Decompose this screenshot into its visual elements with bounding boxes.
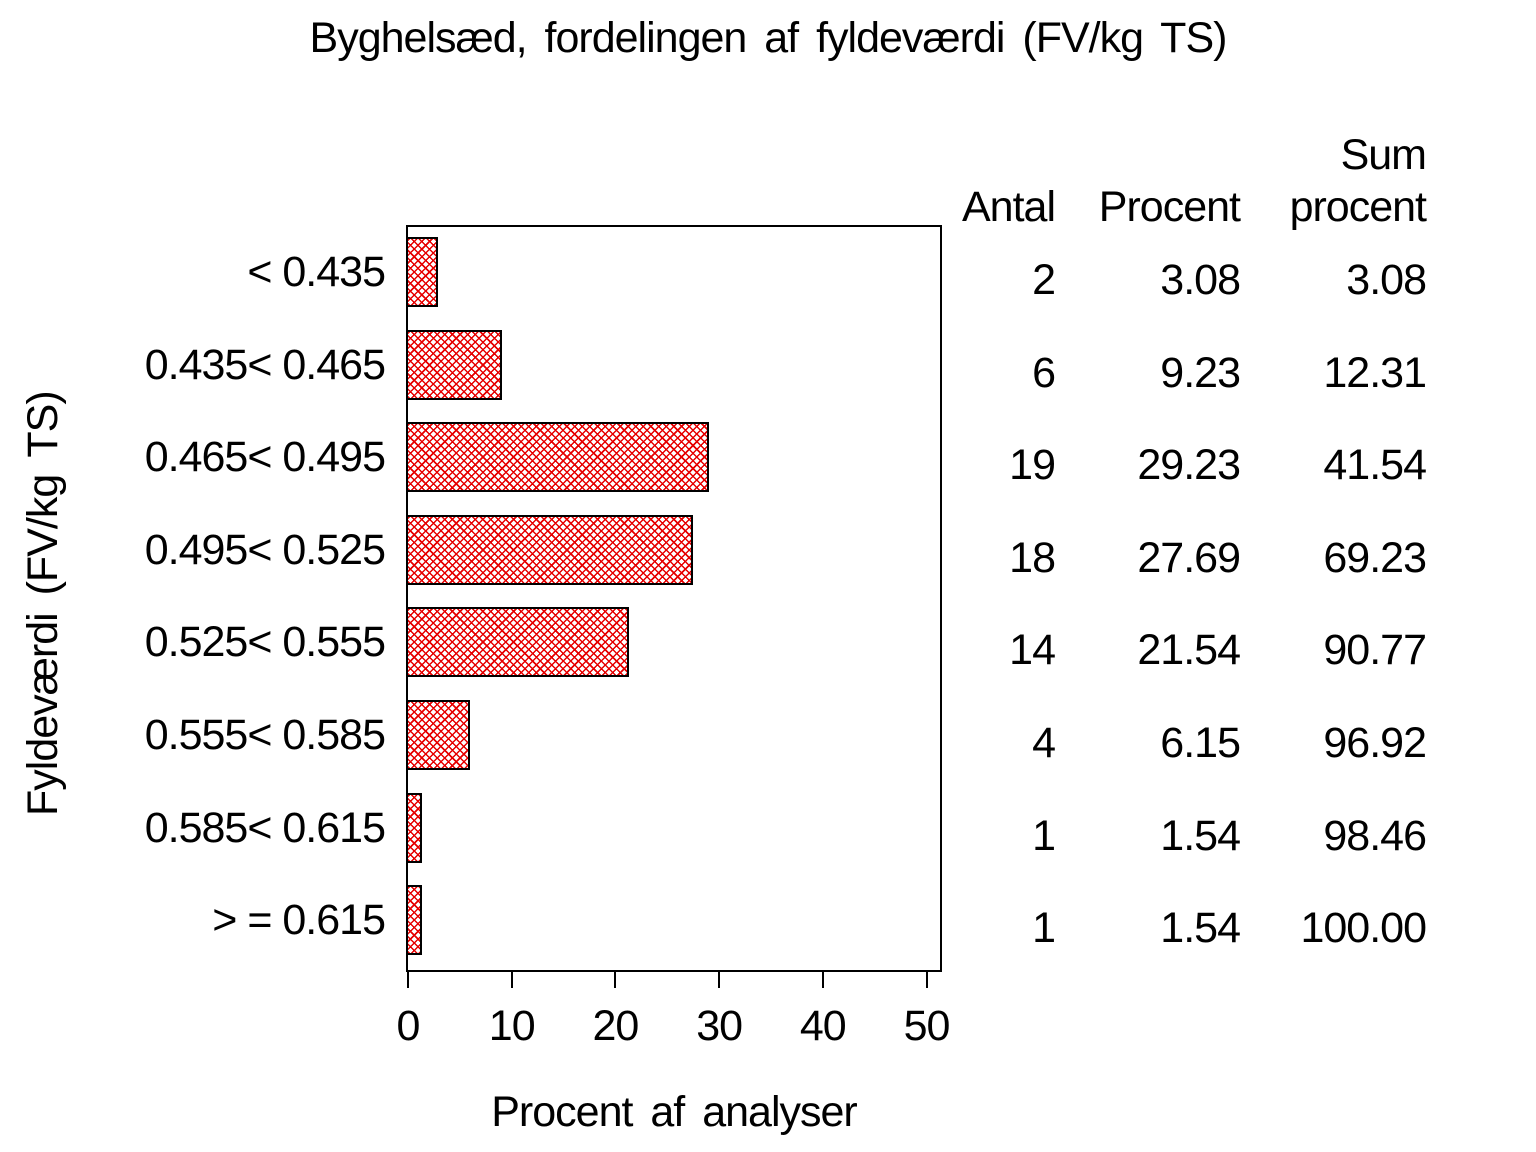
x-tick-mark-40 (821, 972, 824, 988)
table-cell-procent-row1: 9.23 (1160, 348, 1241, 397)
x-tick-mark-30 (718, 972, 721, 988)
table-header-procent: Procent (1098, 183, 1241, 231)
table-cell-sum_procent-row0: 3.08 (1346, 256, 1427, 304)
table-header-sum-line2: procent (1289, 183, 1427, 231)
table-cell-sum_procent-row3: 69.23 (1323, 533, 1427, 582)
table-cell-antal-row3: 18 (1009, 533, 1056, 582)
table-header-antal: Antal (961, 183, 1056, 231)
table-cell-sum_procent-row5: 96.92 (1323, 719, 1427, 767)
table-cell-procent-row4: 21.54 (1137, 626, 1241, 675)
x-tick-mark-0 (407, 972, 409, 988)
bar-1 (406, 329, 502, 400)
category-label-1: 0.435< 0.465 (144, 340, 386, 389)
y-axis-title: Fyldeværdi (FV/kg TS) (19, 391, 67, 817)
category-label-6: 0.585< 0.615 (144, 803, 386, 852)
bar-4 (406, 607, 629, 678)
category-label-2: 0.465< 0.495 (144, 433, 386, 482)
chart-title: Byghelsæd, fordelingen af fyldeværdi (FV… (309, 14, 1228, 62)
table-cell-antal-row2: 19 (1009, 441, 1056, 490)
plot-area (406, 225, 942, 972)
bar-5 (406, 700, 470, 770)
x-axis-title: Procent af analyser (491, 1088, 857, 1136)
x-tick-mark-50 (925, 972, 928, 988)
table-cell-sum_procent-row1: 12.31 (1323, 348, 1427, 397)
table-cell-antal-row4: 14 (1009, 626, 1056, 675)
x-tick-label-30: 30 (696, 1002, 743, 1050)
bar-0 (406, 237, 438, 307)
table-cell-procent-row7: 1.54 (1160, 904, 1241, 953)
x-tick-label-20: 20 (592, 1002, 639, 1050)
x-tick-mark-20 (614, 972, 617, 988)
category-label-4: 0.525< 0.555 (144, 618, 386, 667)
category-label-5: 0.555< 0.585 (144, 711, 386, 759)
table-cell-sum_procent-row6: 98.46 (1323, 811, 1427, 860)
category-label-7: > = 0.615 (212, 896, 386, 945)
table-cell-sum_procent-row7: 100.00 (1300, 904, 1427, 953)
bar-3 (406, 514, 693, 585)
table-cell-procent-row6: 1.54 (1160, 811, 1241, 860)
x-tick-label-10: 10 (488, 1002, 536, 1050)
table-cell-antal-row5: 4 (1032, 719, 1056, 767)
bar-6 (406, 792, 422, 863)
x-tick-label-50: 50 (903, 1002, 951, 1050)
x-tick-label-0: 0 (396, 1002, 421, 1050)
table-cell-antal-row1: 6 (1032, 348, 1056, 397)
category-label-3: 0.495< 0.525 (144, 525, 386, 574)
table-cell-sum_procent-row4: 90.77 (1323, 626, 1427, 675)
table-cell-procent-row0: 3.08 (1160, 256, 1241, 304)
table-cell-antal-row7: 1 (1032, 904, 1056, 953)
table-cell-antal-row0: 2 (1032, 256, 1056, 304)
table-cell-procent-row3: 27.69 (1137, 533, 1241, 582)
bar-2 (406, 422, 709, 493)
table-cell-antal-row6: 1 (1032, 811, 1056, 860)
table-header-sum-line1: Sum (1340, 131, 1427, 179)
table-cell-sum_procent-row2: 41.54 (1323, 441, 1427, 490)
table-cell-procent-row5: 6.15 (1160, 719, 1241, 767)
category-label-0: < 0.435 (247, 248, 386, 296)
x-tick-label-40: 40 (799, 1002, 847, 1050)
bar-7 (406, 885, 422, 956)
table-cell-procent-row2: 29.23 (1137, 441, 1241, 490)
x-tick-mark-10 (510, 972, 513, 988)
